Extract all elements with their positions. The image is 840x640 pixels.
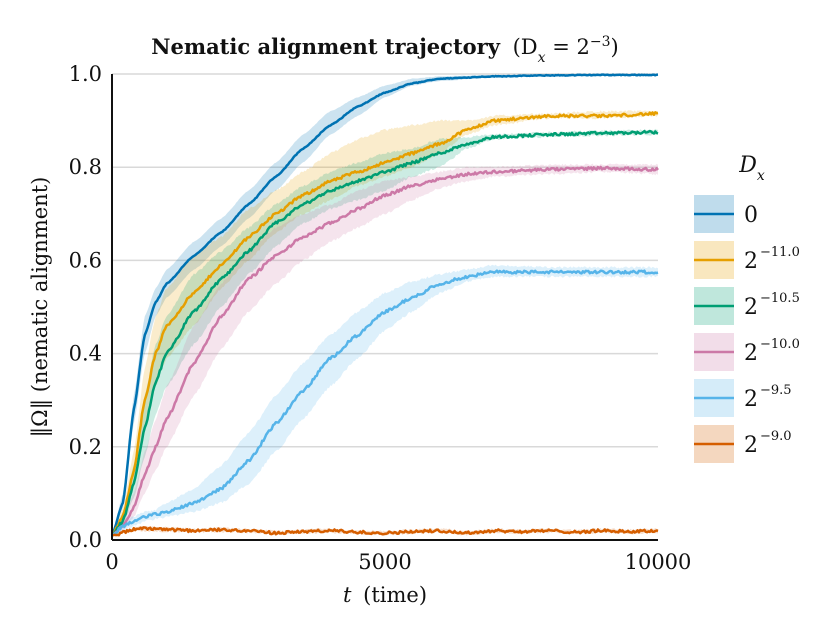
line-series-2	[111, 129, 659, 537]
line-series-5	[111, 526, 659, 537]
y-tick-label: 1.0	[69, 62, 102, 86]
legend-label-sup: −9.5	[760, 383, 792, 398]
legend-label: 2 −9.0	[744, 429, 792, 458]
legend-item: 2 −9.5	[694, 379, 792, 417]
legend-label-base: 2	[744, 433, 758, 458]
line-series-0	[110, 73, 659, 536]
legend-title: Dx	[738, 153, 765, 184]
legend-label: 2 −9.5	[744, 383, 792, 412]
series-lines	[110, 73, 659, 537]
x-tick-label: 5000	[358, 550, 411, 574]
axis-ticks: 0.0 0.2 0.4 0.6 0.8 1.0 0 5000 10000	[69, 62, 692, 574]
chart-title-math: (D	[513, 35, 538, 59]
line-series-4	[111, 269, 659, 537]
legend-label: 0	[744, 203, 758, 228]
band-series-1	[112, 110, 658, 537]
legend-label-sup: −10.0	[760, 337, 800, 352]
legend-item: 2 −11.0	[694, 241, 800, 279]
confidence-bands	[112, 74, 658, 537]
y-tick-label: 0.0	[69, 528, 102, 552]
legend-label-base: 2	[744, 387, 758, 412]
x-axis-label-text: (time)	[363, 583, 427, 607]
legend-item: 2 −9.0	[694, 425, 792, 463]
legend-label: 2 −10.5	[744, 291, 800, 320]
legend-label: 2 −11.0	[744, 245, 800, 274]
legend-label-sup: −10.5	[760, 291, 800, 306]
legend: Dx 02 −11.02 −10.52 −10.02 −9.52 −9.0	[694, 153, 800, 463]
legend-item: 0	[694, 195, 758, 233]
chart-title-close: )	[611, 35, 619, 59]
legend-item: 2 −10.5	[694, 287, 800, 325]
band-series-4	[112, 264, 658, 536]
line-series-1	[111, 111, 659, 537]
legend-label-base: 0	[744, 203, 758, 228]
legend-label-sup: −11.0	[760, 245, 800, 260]
line-series-3	[111, 165, 659, 537]
band-series-3	[112, 163, 658, 536]
x-tick-label: 0	[105, 550, 118, 574]
chart-title: Nematic alignment trajectory (Dx = 2−3)	[151, 34, 618, 66]
legend-item: 2 −10.0	[694, 333, 800, 371]
chart-title-sub: x	[538, 50, 546, 66]
legend-label-sup: −9.0	[760, 429, 792, 444]
y-axis-label: ‖Ω‖ (nematic alignment)	[28, 177, 53, 438]
x-axis-label-var: t	[343, 583, 352, 607]
chart-title-eq: = 2	[546, 35, 590, 59]
chart-title-sup: −3	[590, 34, 611, 50]
y-tick-label: 0.4	[69, 342, 102, 366]
y-tick-label: 0.2	[69, 435, 102, 459]
x-axis-label: t (time)	[343, 583, 427, 607]
y-tick-label: 0.8	[69, 155, 102, 179]
legend-title-sub: x	[757, 168, 765, 184]
band-series-2	[112, 128, 658, 536]
legend-label-base: 2	[744, 249, 758, 274]
legend-items: 02 −11.02 −10.52 −10.02 −9.52 −9.0	[694, 195, 800, 463]
x-tick-label: 10000	[625, 550, 692, 574]
chart-title-main: Nematic alignment trajectory	[151, 34, 500, 59]
legend-label-base: 2	[744, 341, 758, 366]
legend-label: 2 −10.0	[744, 337, 800, 366]
legend-label-base: 2	[744, 295, 758, 320]
y-tick-label: 0.6	[69, 248, 102, 272]
legend-title-var: D	[738, 153, 757, 178]
